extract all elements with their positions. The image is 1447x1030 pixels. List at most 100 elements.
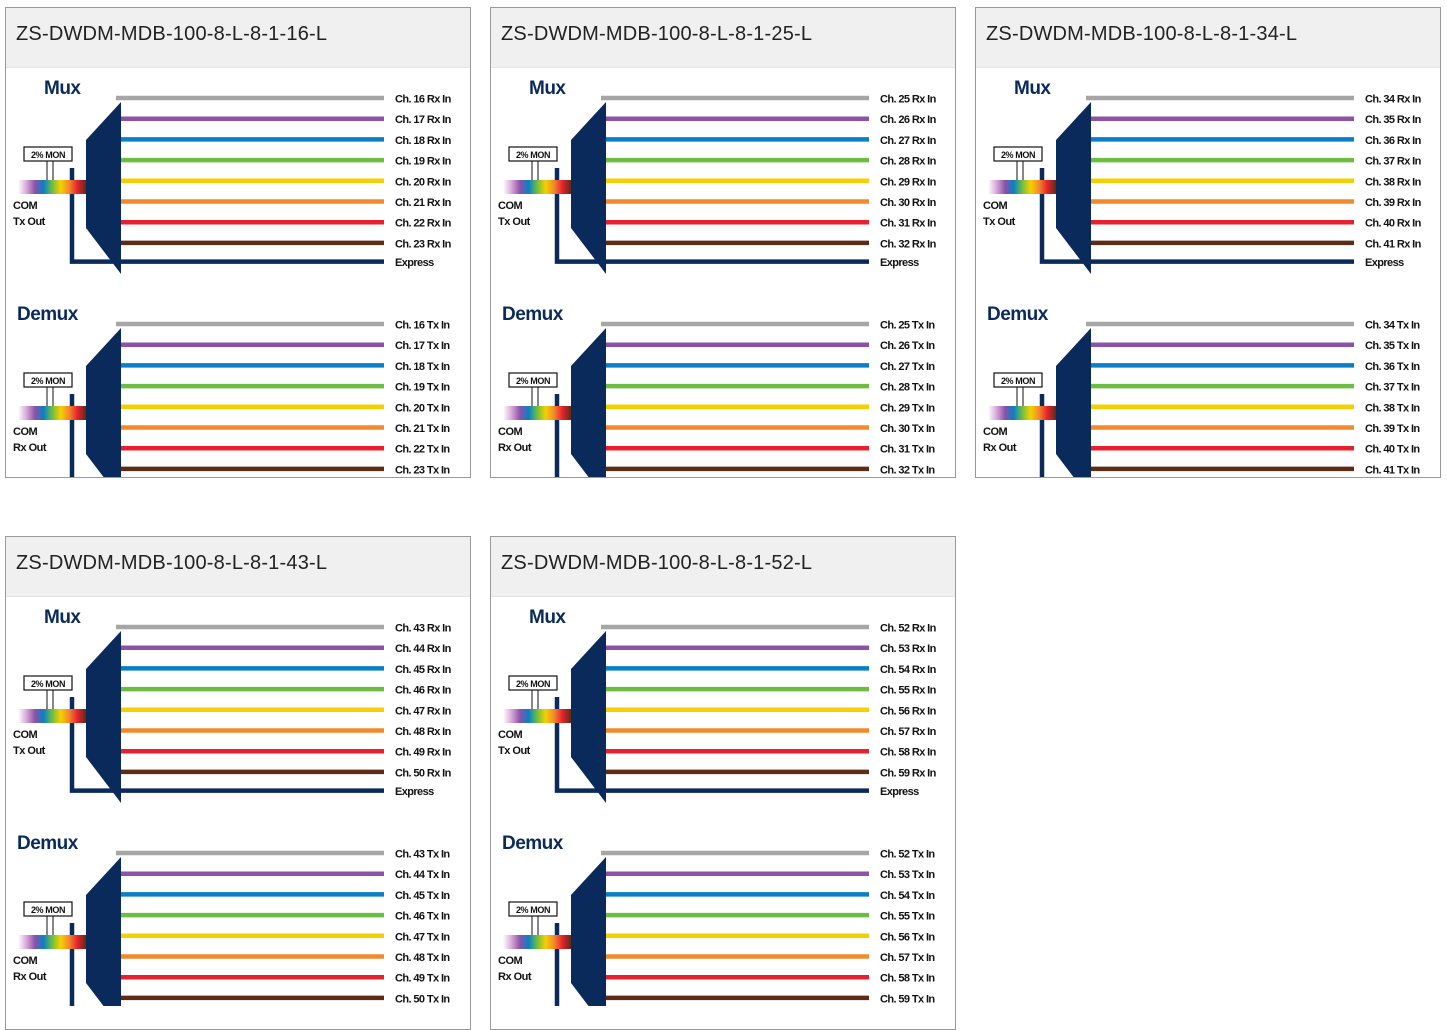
demux-title: Demux	[17, 304, 79, 325]
com-label: COM	[13, 955, 38, 967]
mux-shape	[86, 102, 121, 274]
com-fiber	[503, 935, 571, 949]
express-line	[554, 168, 869, 264]
com-fiber	[18, 406, 86, 420]
com-label: COM	[498, 729, 523, 741]
com-label: COM	[13, 200, 38, 212]
channel-label-4: Ch. 46 Tx In	[395, 911, 450, 923]
channel-label-7: Ch. 49 Tx In	[395, 973, 450, 985]
channel-label-1: Ch. 16 Tx In	[395, 320, 450, 332]
com-label: COM	[983, 426, 1008, 438]
card-4: ZS-DWDM-MDB-100-8-L-8-1-43-L Mux Ch. 43 R…	[5, 536, 471, 1030]
card-title: ZS-DWDM-MDB-100-8-L-8-1-52-L	[491, 537, 955, 597]
channel-label-4: Ch. 37 Rx In	[1365, 156, 1422, 168]
channel-label-1: Ch. 16 Rx In	[395, 94, 452, 106]
com-direction-label: Tx Out	[498, 745, 531, 757]
express-line	[69, 697, 384, 793]
card-3: ZS-DWDM-MDB-100-8-L-8-1-34-L Mux Ch. 34 R…	[975, 7, 1441, 478]
channel-label-7: Ch. 58 Tx In	[880, 973, 935, 985]
channel-label-2: Ch. 26 Rx In	[880, 114, 937, 126]
channel-label-3: Ch. 18 Tx In	[395, 361, 450, 373]
channel-label-5: Ch. 47 Rx In	[395, 705, 452, 717]
channel-label-4: Ch. 46 Rx In	[395, 685, 452, 697]
channel-label-2: Ch. 26 Tx In	[880, 340, 935, 352]
com-label: COM	[13, 729, 38, 741]
express-line	[1039, 168, 1354, 264]
com-direction-label: Tx Out	[983, 216, 1016, 228]
channel-label-2: Ch. 17 Rx In	[395, 114, 452, 126]
mon-box	[508, 372, 558, 388]
mux-demux-diagram: Mux Ch. 52 Rx In Ch. 53 Rx In Ch. 54 Rx In C…	[498, 607, 937, 1006]
mon-label: 2% MON	[31, 150, 65, 160]
com-direction-label: Rx Out	[498, 971, 532, 983]
channel-label-7: Ch. 31 Tx In	[880, 444, 935, 456]
mon-label: 2% MON	[516, 150, 550, 160]
card-title: ZS-DWDM-MDB-100-8-L-8-1-25-L	[491, 8, 955, 68]
channel-label-8: Ch. 59 Rx In	[880, 767, 937, 779]
demux-title: Demux	[987, 304, 1049, 325]
channel-label-4: Ch. 28 Rx In	[880, 156, 937, 168]
channel-label-1: Ch. 43 Rx In	[395, 623, 452, 635]
channel-label-1: Ch. 25 Tx In	[880, 320, 935, 332]
channel-label-7: Ch. 22 Rx In	[395, 218, 452, 230]
channel-label-6: Ch. 48 Tx In	[395, 952, 450, 964]
mon-box	[23, 901, 73, 917]
channel-label-4: Ch. 28 Tx In	[880, 382, 935, 394]
com-fiber	[988, 406, 1056, 420]
channel-label-8: Ch. 32 Tx In	[880, 464, 935, 476]
express-label: Express	[395, 786, 434, 798]
channel-label-8: Ch. 23 Rx In	[395, 238, 452, 250]
channel-label-1: Ch. 34 Tx In	[1365, 320, 1420, 332]
channel-label-3: Ch. 45 Tx In	[395, 890, 450, 902]
channel-label-1: Ch. 43 Tx In	[395, 849, 450, 861]
diagram-area: Mux Ch. 34 Rx In Ch. 35 Rx In Ch. 36 Rx In C…	[976, 68, 1440, 477]
express-line	[554, 394, 560, 477]
mon-box	[508, 675, 558, 691]
demux-title: Demux	[502, 833, 564, 854]
com-fiber	[18, 180, 86, 194]
com-direction-label: Rx Out	[983, 442, 1017, 454]
channel-label-2: Ch. 53 Rx In	[880, 643, 937, 655]
mon-box	[993, 372, 1043, 388]
channel-label-2: Ch. 44 Tx In	[395, 869, 450, 881]
com-fiber	[18, 709, 86, 723]
channel-label-7: Ch. 22 Tx In	[395, 444, 450, 456]
channel-label-4: Ch. 55 Tx In	[880, 911, 935, 923]
card-title: ZS-DWDM-MDB-100-8-L-8-1-34-L	[976, 8, 1440, 68]
channel-label-2: Ch. 17 Tx In	[395, 340, 450, 352]
mon-box	[508, 901, 558, 917]
mux-shape	[86, 328, 121, 477]
channel-label-5: Ch. 56 Rx In	[880, 705, 937, 717]
channel-label-5: Ch. 38 Rx In	[1365, 176, 1422, 188]
mux-shape	[571, 328, 606, 477]
mon-box	[993, 146, 1043, 162]
express-line	[554, 697, 869, 793]
mux-title: Mux	[529, 607, 566, 628]
channel-label-1: Ch. 52 Tx In	[880, 849, 935, 861]
express-line	[554, 923, 560, 1006]
mon-label: 2% MON	[516, 376, 550, 386]
mux-title: Mux	[44, 607, 81, 628]
channel-label-1: Ch. 34 Rx In	[1365, 94, 1422, 106]
channel-label-3: Ch. 18 Rx In	[395, 135, 452, 147]
mon-box	[23, 675, 73, 691]
card-5: ZS-DWDM-MDB-100-8-L-8-1-52-L Mux Ch. 52 R…	[490, 536, 956, 1030]
channel-label-8: Ch. 50 Tx In	[395, 993, 450, 1005]
mon-label: 2% MON	[516, 905, 550, 915]
express-line	[1039, 394, 1045, 477]
channel-label-6: Ch. 21 Tx In	[395, 423, 450, 435]
channel-label-3: Ch. 54 Rx In	[880, 664, 937, 676]
express-line	[69, 168, 384, 264]
mux-shape	[1056, 102, 1091, 274]
com-label: COM	[498, 426, 523, 438]
com-label: COM	[13, 426, 38, 438]
channel-label-6: Ch. 39 Tx In	[1365, 423, 1420, 435]
mon-box	[508, 146, 558, 162]
channel-label-5: Ch. 47 Tx In	[395, 931, 450, 943]
mon-label: 2% MON	[31, 905, 65, 915]
channel-label-6: Ch. 57 Rx In	[880, 726, 937, 738]
demux-title: Demux	[17, 833, 79, 854]
express-line	[69, 923, 75, 1006]
mon-box	[23, 146, 73, 162]
com-fiber	[503, 406, 571, 420]
